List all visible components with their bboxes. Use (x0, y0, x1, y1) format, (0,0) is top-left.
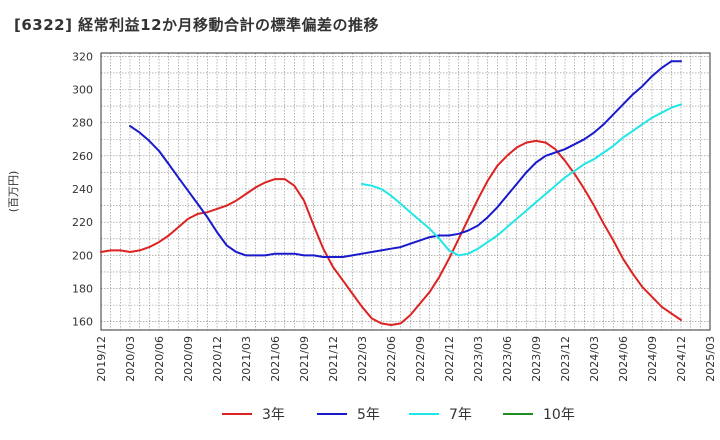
legend-label-3: 7年 (449, 407, 472, 423)
x-tick-label: 2020/09 (182, 336, 195, 382)
series-line-3 (361, 103, 682, 257)
x-tick-label: 2021/06 (269, 336, 282, 382)
x-tick-label: 2024/09 (646, 336, 659, 382)
x-tick-label: 2022/03 (356, 336, 369, 382)
x-tick-label: 2024/12 (675, 336, 688, 382)
legend-label-4: 10年 (543, 407, 575, 423)
y-tick-label: 300 (72, 83, 93, 96)
y-tick-label: 200 (72, 249, 93, 262)
plot-frame (100, 52, 711, 331)
x-tick-label: 2019/12 (95, 336, 108, 382)
x-tick-label: 2021/09 (298, 336, 311, 382)
x-tick-label: 2025/03 (704, 336, 717, 382)
legend-label-2: 5年 (357, 407, 380, 423)
y-tick-label: 240 (72, 183, 93, 196)
y-axis-label: (百万円) (7, 171, 20, 213)
x-tick-label: 2020/06 (153, 336, 166, 382)
x-tick-label: 2024/03 (588, 336, 601, 382)
y-tick-label: 180 (72, 283, 93, 296)
x-tick-label: 2022/06 (385, 336, 398, 382)
y-tick-label: 280 (72, 117, 93, 130)
y-tick-label: 320 (72, 50, 93, 63)
plot-background (101, 53, 710, 330)
y-tick-label: 260 (72, 150, 93, 163)
x-tick-label: 2020/03 (124, 336, 137, 382)
series-line-2 (129, 60, 682, 258)
x-tick-label: 2024/06 (617, 336, 630, 382)
x-tick-label: 2023/09 (530, 336, 543, 382)
x-tick-label: 2022/12 (443, 336, 456, 382)
x-tick-label: 2023/06 (501, 336, 514, 382)
series-line-1 (100, 139, 682, 326)
y-tick-label: 160 (72, 316, 93, 329)
x-tick-label: 2022/09 (414, 336, 427, 382)
legend-label-1: 3年 (262, 407, 285, 423)
x-tick-label: 2023/03 (472, 336, 485, 382)
x-tick-label: 2021/03 (240, 336, 253, 382)
x-tick-label: 2023/12 (559, 336, 572, 382)
y-tick-label: 220 (72, 216, 93, 229)
x-tick-label: 2020/12 (211, 336, 224, 382)
x-tick-label: 2021/12 (327, 336, 340, 382)
chart-title: [6322] 経常利益12か月移動合計の標準偏差の推移 (14, 16, 380, 34)
